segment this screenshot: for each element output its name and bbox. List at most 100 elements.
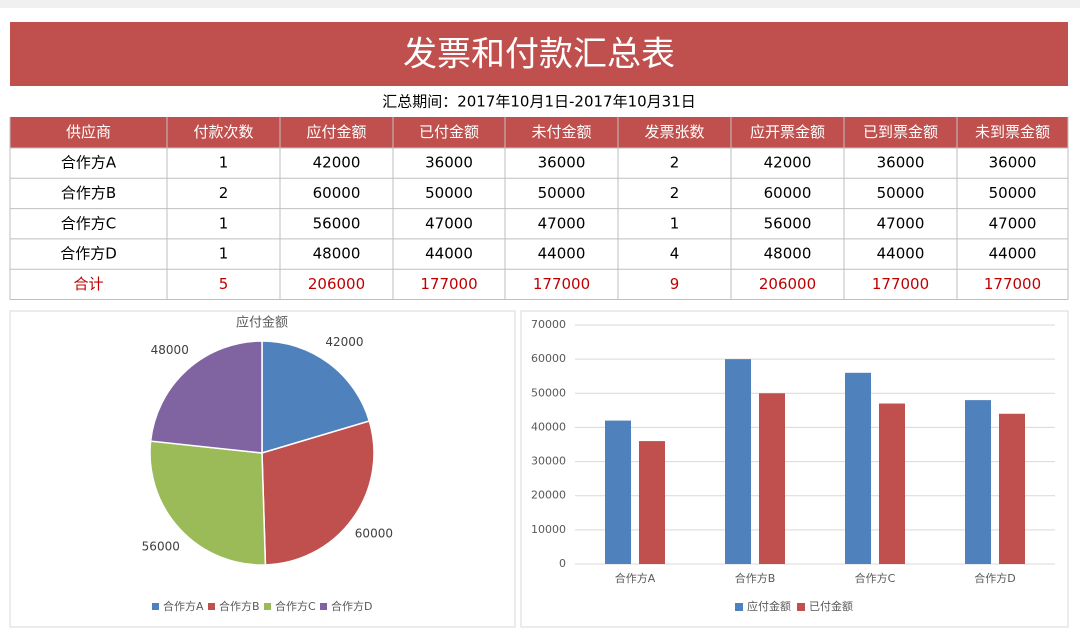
- title-bar: [10, 22, 1068, 86]
- bar: [759, 393, 785, 564]
- legend-label: 已付金额: [809, 599, 853, 613]
- legend-label: 合作方A: [163, 599, 204, 613]
- bar: [845, 372, 871, 564]
- table-cell: 48000: [313, 245, 361, 263]
- column-header: 付款次数: [193, 123, 253, 141]
- column-header: 应付金额: [306, 123, 366, 141]
- y-tick-label: 10000: [531, 523, 566, 536]
- column-header: 已付金额: [419, 123, 479, 141]
- bar: [879, 403, 905, 564]
- total-cell: 5: [219, 275, 229, 293]
- table-cell: 2: [219, 184, 229, 202]
- table-cell: 56000: [764, 214, 812, 232]
- y-tick-label: 20000: [531, 489, 566, 502]
- pie-slice: [261, 340, 371, 455]
- total-cell: 9: [670, 275, 680, 293]
- legend-swatch: [797, 603, 805, 611]
- total-cell: 177000: [533, 275, 590, 293]
- total-cell: 177000: [872, 275, 929, 293]
- table-cell: 47000: [538, 214, 586, 232]
- table-cell: 1: [219, 154, 229, 172]
- table-cell: 36000: [989, 154, 1037, 172]
- table-cell: 1: [219, 214, 229, 232]
- x-tick-label: 合作方B: [735, 571, 776, 585]
- table-cell: 合作方A: [61, 154, 117, 172]
- legend-swatch: [208, 603, 215, 610]
- table-cell: 42000: [313, 154, 361, 172]
- data-label: 56000: [142, 539, 180, 553]
- legend-label: 合作方C: [275, 599, 316, 613]
- table-cell: 47000: [425, 214, 473, 232]
- subtitle: 汇总期间：2017年10月1日-2017年10月31日: [382, 93, 696, 111]
- legend-swatch: [320, 603, 327, 610]
- y-tick-label: 70000: [531, 318, 566, 331]
- y-tick-label: 40000: [531, 420, 566, 433]
- total-cell: 合计: [73, 275, 103, 293]
- bar: [725, 359, 751, 564]
- title: 发票和付款汇总表: [403, 35, 675, 75]
- legend-label: 合作方D: [331, 599, 372, 613]
- bar: [965, 400, 991, 564]
- table-cell: 42000: [764, 154, 812, 172]
- column-header: 供应商: [66, 123, 111, 141]
- total-cell: 206000: [308, 275, 365, 293]
- x-tick-label: 合作方C: [855, 571, 896, 585]
- pie-slice: [149, 440, 267, 566]
- x-tick-label: 合作方A: [615, 571, 656, 585]
- column-header: 应开票金额: [750, 123, 825, 141]
- column-header: 已到票金额: [863, 123, 938, 141]
- table-cell: 44000: [989, 245, 1037, 263]
- table-cell: 60000: [313, 184, 361, 202]
- chart-title: 应付金额: [236, 315, 288, 331]
- pie-slice: [261, 420, 375, 566]
- table-cell: 2: [670, 184, 680, 202]
- table-cell: 1: [670, 214, 680, 232]
- data-label: 60000: [355, 526, 393, 540]
- table-cell: 合作方B: [61, 184, 116, 202]
- bar: [999, 413, 1025, 564]
- table-cell: 36000: [425, 154, 473, 172]
- bar: [639, 441, 665, 564]
- y-tick-label: 0: [559, 557, 566, 570]
- table-cell: 60000: [764, 184, 812, 202]
- bar: [605, 420, 631, 564]
- column-strip: [0, 0, 1080, 8]
- data-label: 42000: [325, 335, 363, 349]
- x-tick-label: 合作方D: [974, 571, 1015, 585]
- legend-swatch: [264, 603, 271, 610]
- total-cell: 206000: [759, 275, 816, 293]
- table-cell: 44000: [425, 245, 473, 263]
- table-cell: 50000: [989, 184, 1037, 202]
- pie-slice: [149, 340, 263, 454]
- y-tick-label: 50000: [531, 386, 566, 399]
- table-cell: 56000: [313, 214, 361, 232]
- table-cell: 1: [219, 245, 229, 263]
- table-cell: 36000: [538, 154, 586, 172]
- table-cell: 50000: [538, 184, 586, 202]
- legend-label: 合作方B: [219, 599, 260, 613]
- table-cell: 2: [670, 154, 680, 172]
- table-cell: 44000: [538, 245, 586, 263]
- y-tick-label: 60000: [531, 352, 566, 365]
- legend-swatch: [152, 603, 159, 610]
- data-label: 48000: [151, 343, 189, 357]
- y-tick-label: 30000: [531, 455, 566, 468]
- total-cell: 177000: [420, 275, 477, 293]
- total-cell: 177000: [984, 275, 1041, 293]
- table-cell: 50000: [877, 184, 925, 202]
- table-cell: 合作方D: [60, 245, 117, 263]
- column-header: 未付金额: [531, 123, 591, 141]
- legend-swatch: [735, 603, 743, 611]
- column-header: 未到票金额: [975, 123, 1050, 141]
- table-cell: 47000: [989, 214, 1037, 232]
- table-cell: 合作方C: [61, 214, 116, 232]
- pie-frame: [9, 310, 516, 628]
- table-cell: 50000: [425, 184, 473, 202]
- table-cell: 48000: [764, 245, 812, 263]
- column-header: 发票张数: [644, 123, 704, 141]
- bar-frame: [520, 310, 1069, 628]
- table-cell: 44000: [877, 245, 925, 263]
- legend-label: 应付金额: [747, 599, 791, 613]
- table-cell: 47000: [877, 214, 925, 232]
